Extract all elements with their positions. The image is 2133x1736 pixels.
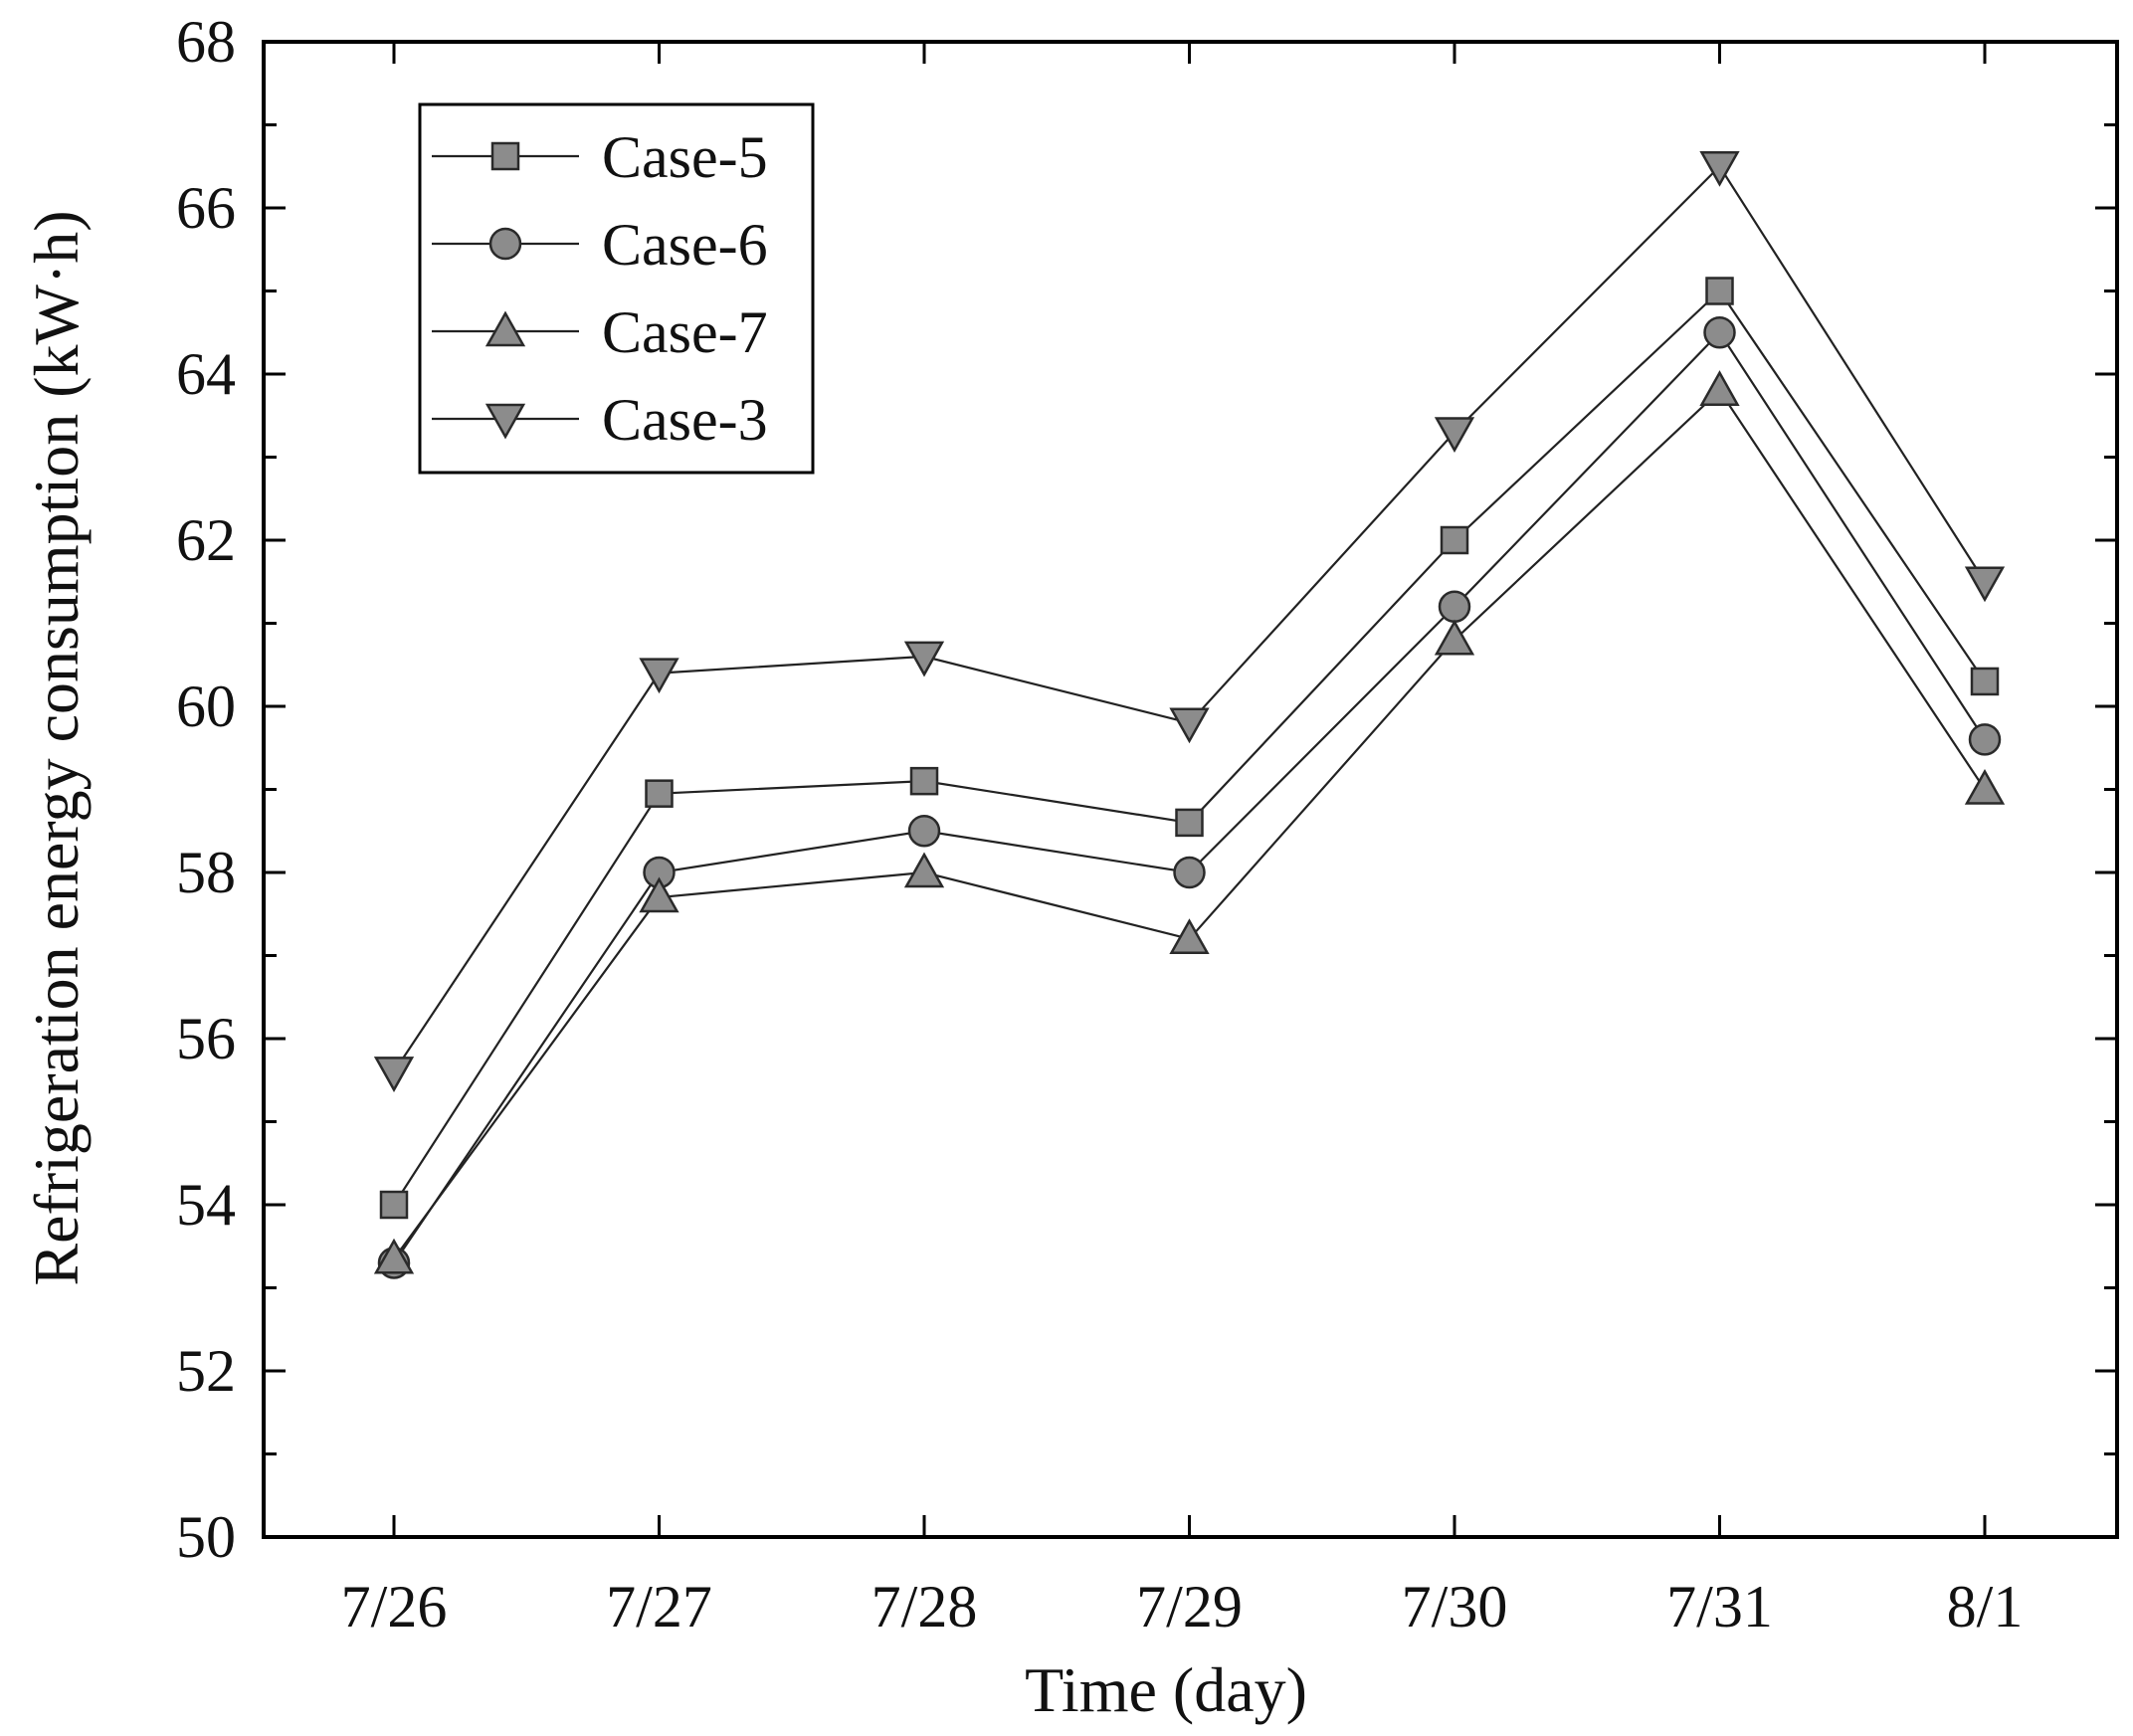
- data-point-case-6: [1173, 856, 1206, 889]
- legend-box: [418, 102, 815, 475]
- plot-layer: [373, 151, 2006, 1279]
- x-tick-label: 7/27: [606, 1574, 712, 1640]
- data-point-case-6: [907, 815, 941, 848]
- legend-marker-case-7: [485, 310, 526, 347]
- data-point-case-5: [1705, 277, 1734, 305]
- data-point-case-6: [1968, 723, 2002, 756]
- y-axis-title: Refrigeration energy consumption (kW·h): [21, 210, 92, 1285]
- data-point-case-5: [1970, 667, 2000, 696]
- data-point-case-6: [1703, 316, 1736, 349]
- x-tick-label: 8/1: [1947, 1574, 2024, 1640]
- data-point-case-7: [903, 852, 945, 888]
- data-point-case-7: [1169, 918, 1210, 955]
- axes-layer: 50 52 54 56 58 60 62 64 66 68 7/26 7/27 7/28 7/29 7/30…: [176, 9, 2119, 1640]
- data-point-case-5: [1440, 525, 1469, 555]
- legend-marker-case-5: [490, 141, 520, 171]
- legend-label-case-5: Case-5: [602, 124, 768, 190]
- data-point-case-3: [1699, 151, 1740, 187]
- data-point-case-7: [1434, 619, 1475, 656]
- data-point-case-3: [903, 641, 945, 677]
- y-tick-label: 64: [176, 341, 236, 407]
- y-tick-label: 56: [176, 1006, 236, 1071]
- y-tick-label: 68: [176, 9, 236, 75]
- data-point-case-3: [1964, 566, 2006, 603]
- data-point-case-5: [645, 779, 674, 808]
- data-point-case-7: [639, 876, 679, 913]
- data-point-case-5: [379, 1190, 409, 1220]
- data-point-case-3: [1434, 417, 1475, 453]
- legend-marker-case-3: [485, 403, 526, 440]
- x-tick-label: 7/29: [1136, 1574, 1243, 1640]
- legend-label-case-7: Case-7: [602, 299, 768, 365]
- data-point-case-5: [1175, 808, 1204, 838]
- data-point-case-7: [373, 1238, 415, 1274]
- data-point-case-7: [1964, 768, 2006, 805]
- x-axis-title: Time (day): [1025, 1654, 1307, 1725]
- legend-marker-case-6: [488, 227, 522, 261]
- legend-label-case-6: Case-6: [602, 212, 768, 278]
- data-point-case-6: [1438, 590, 1471, 624]
- data-point-case-7: [1699, 370, 1740, 406]
- legend: Case-5 Case-6 Case-7 Case-3: [418, 102, 815, 475]
- legend-label-case-3: Case-3: [602, 387, 768, 453]
- x-tick-label: 7/31: [1666, 1574, 1773, 1640]
- y-tick-label: 60: [176, 674, 236, 739]
- x-tick-label: 7/30: [1402, 1574, 1508, 1640]
- data-point-case-3: [1169, 707, 1210, 744]
- data-point-case-5: [909, 766, 939, 796]
- data-point-case-3: [373, 1057, 415, 1092]
- y-tick-label: 50: [176, 1504, 236, 1570]
- data-point-case-3: [639, 658, 679, 694]
- y-tick-label: 54: [176, 1172, 236, 1238]
- x-tick-label: 7/28: [872, 1574, 978, 1640]
- x-tick-label: 7/26: [341, 1574, 448, 1640]
- y-tick-label: 52: [176, 1338, 236, 1404]
- y-tick-label: 62: [176, 507, 236, 573]
- y-tick-label: 58: [176, 840, 236, 905]
- y-tick-label: 66: [176, 175, 236, 241]
